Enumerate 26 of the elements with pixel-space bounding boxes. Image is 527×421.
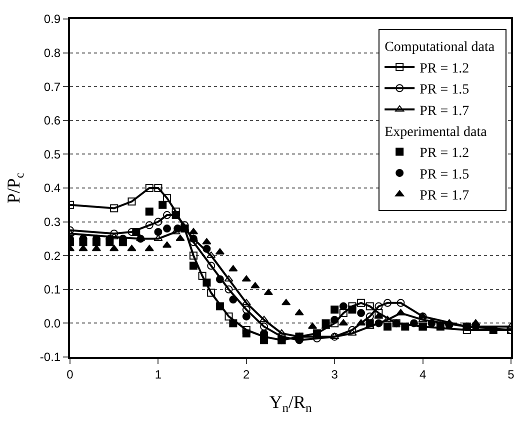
y-tick-label: 0.5: [44, 147, 61, 162]
y-tick-label: 0.9: [44, 12, 61, 26]
legend-label: PR = 1.2: [420, 146, 470, 162]
y-tick-label: -0.1: [40, 350, 61, 364]
x-tick-label: 0: [66, 367, 74, 382]
y-tick-label: 0.1: [44, 282, 61, 297]
y-tick-label: 0.4: [44, 181, 61, 196]
legend-label: PR = 1.2: [420, 61, 470, 76]
y-tick-label: 0.8: [44, 46, 61, 60]
x-axis-title: Y$_{n}$/R$_{n}$: [269, 392, 313, 415]
text: Experimental data: [384, 125, 487, 140]
legend-label: PR = 1.5: [420, 82, 470, 98]
y-tick-label: 0.2: [44, 248, 61, 263]
y-tick-label: 0.7: [44, 80, 61, 94]
legend-label: PR = 1.7: [420, 104, 470, 119]
x-tick-label: 4: [419, 367, 426, 382]
x-tick-label: 1: [154, 367, 162, 382]
text: Computational data: [384, 40, 495, 56]
legend-label: PR = 1.5: [420, 167, 470, 182]
x-tick-label: 3: [331, 367, 338, 382]
y-tick-label: 0.0: [44, 316, 61, 330]
y-tick-label: 0.3: [44, 215, 61, 229]
legend-label: PR = 1.7: [420, 188, 470, 204]
x-tick-label: 2: [243, 367, 250, 382]
y-tick-label: 0.6: [44, 114, 61, 128]
x-tick-label: 5: [508, 367, 515, 382]
